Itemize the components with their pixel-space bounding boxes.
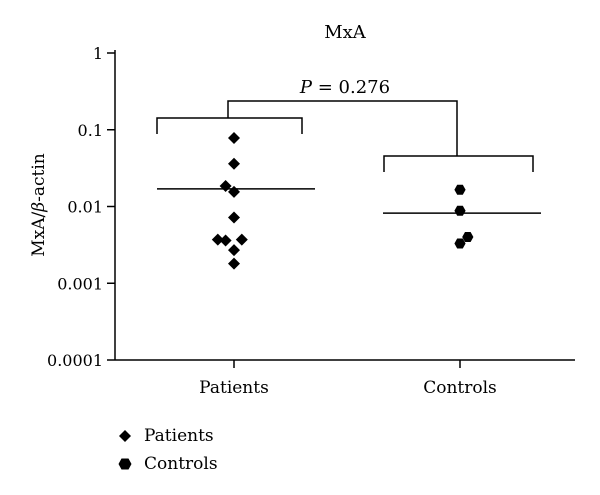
data-point [228, 244, 240, 257]
y-axis-label: MxA/β-actin [29, 153, 49, 256]
data-point [228, 257, 240, 270]
x-axis: Patients Controls [115, 359, 575, 398]
y-tick-label: 0.01 [67, 198, 103, 217]
x-tick-label: Patients [199, 378, 269, 398]
bracket-controls [383, 155, 534, 172]
data-point [454, 205, 466, 216]
data-point [228, 157, 240, 170]
legend-item-patients: Patients [118, 422, 218, 450]
data-point [454, 184, 466, 195]
chart-title: MxA [324, 22, 367, 43]
data-point [462, 232, 474, 243]
data-point [219, 234, 232, 247]
bracket-join [227, 100, 458, 156]
y-tick-label: 1 [93, 44, 103, 63]
significance-bracket [156, 100, 534, 172]
y-tick-label: 0.0001 [47, 351, 103, 370]
p-value-annotation: P = 0.276 [299, 77, 390, 98]
legend-item-controls: Controls [118, 450, 218, 478]
data-point [211, 233, 224, 246]
data-point [228, 211, 240, 224]
data-point [219, 179, 232, 192]
legend: Patients Controls [118, 422, 218, 478]
y-tick-label: 0.001 [57, 274, 103, 293]
data-point [235, 233, 248, 246]
data-point [228, 132, 240, 145]
legend-label-patients: Patients [144, 426, 214, 446]
bracket-patients [156, 117, 303, 134]
data-point [228, 185, 240, 198]
diamond-marker-icon [118, 429, 144, 443]
y-axis: 0.0001 0.001 0.01 0.1 1 [47, 44, 116, 370]
legend-label-controls: Controls [144, 454, 218, 474]
x-tick-label: Controls [423, 378, 497, 398]
hexagon-marker-icon [118, 457, 144, 471]
y-tick-label: 0.1 [78, 121, 103, 140]
data-point [454, 238, 466, 249]
